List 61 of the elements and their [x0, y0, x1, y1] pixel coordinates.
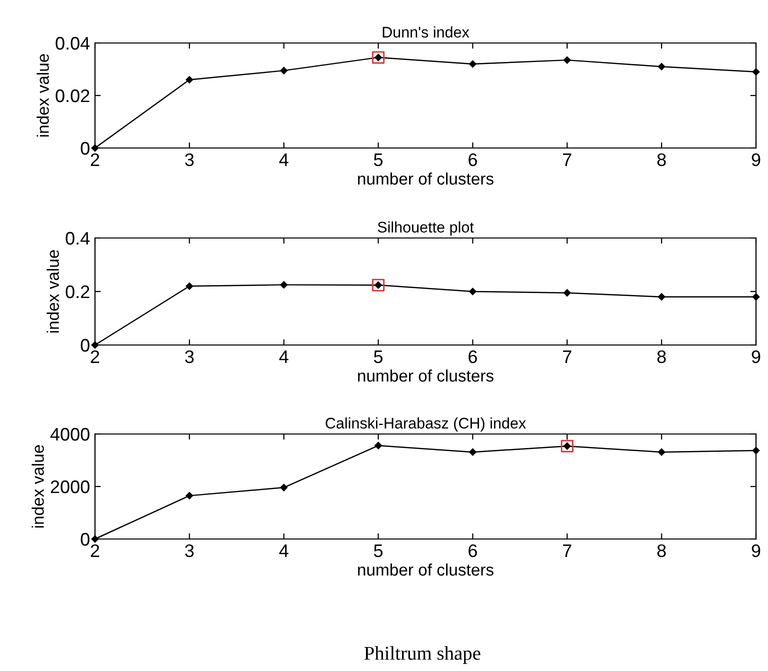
y-tick-label: 0	[80, 338, 90, 352]
x-tick-label: 6	[468, 544, 477, 558]
x-tick-label: 2	[90, 153, 100, 166]
point	[186, 282, 194, 290]
point	[469, 288, 476, 296]
y-tick-label: 0.02	[56, 89, 90, 102]
x-axis-title: number of clusters	[358, 172, 494, 185]
chart-title: Calinski-Harabasz (CH) index	[326, 417, 526, 432]
point	[658, 62, 666, 70]
x-tick-label: 5	[374, 544, 383, 558]
point	[469, 448, 476, 456]
x-tick-label: 9	[752, 544, 760, 558]
y-tick-label: 0	[80, 532, 90, 546]
point	[372, 51, 385, 64]
point	[280, 66, 288, 74]
x-tick-label: 6	[468, 153, 477, 166]
x-tick-label: 6	[468, 350, 477, 364]
point	[469, 60, 476, 68]
y-tick-label: 2000	[50, 480, 90, 494]
x-tick-label: 9	[752, 350, 760, 364]
y-axis-title: index value	[36, 54, 49, 137]
x-tick-label: 2	[90, 544, 100, 557]
point	[186, 76, 194, 84]
point	[372, 278, 385, 292]
point	[658, 293, 666, 300]
point	[186, 492, 194, 500]
x-tick-label: 3	[185, 544, 194, 558]
x-tick-label: 9	[752, 153, 760, 166]
point	[374, 442, 382, 450]
y-tick-label: 0.04	[56, 36, 90, 50]
point	[564, 289, 571, 296]
x-tick-label: 5	[374, 350, 383, 364]
y-tick-label: 0.2	[66, 285, 90, 298]
y-axis-title: index value	[32, 445, 44, 528]
x-tick-label: 7	[563, 350, 572, 363]
chart-title: Silhouette plot	[378, 221, 474, 236]
x-axis-title: number of clusters	[358, 563, 494, 576]
point	[280, 484, 288, 492]
point	[658, 448, 666, 456]
x-tick-label: 5	[374, 154, 383, 166]
text: Philtrum shape	[364, 646, 480, 664]
x-axis-title: number of clusters	[358, 369, 494, 382]
y-axis-title: index value	[46, 250, 59, 333]
y-tick-label: 4000	[50, 428, 90, 441]
x-tick-label: 3	[185, 153, 194, 166]
x-tick-label: 4	[279, 350, 288, 363]
chart-title: Dunn's index	[382, 26, 470, 38]
x-tick-label: 8	[657, 350, 666, 364]
x-tick-label: 8	[657, 153, 666, 166]
point	[560, 440, 574, 452]
x-tick-label: 7	[563, 154, 572, 166]
x-tick-label: 8	[657, 544, 666, 558]
x-tick-label: 4	[279, 544, 288, 557]
y-tick-label: 0.4	[66, 232, 90, 245]
x-tick-label: 3	[185, 350, 194, 364]
x-tick-label: 4	[279, 154, 288, 166]
x-tick-label: 2	[90, 350, 100, 363]
point	[564, 56, 571, 64]
point	[280, 281, 288, 288]
x-tick-label: 7	[563, 544, 572, 557]
y-tick-label: 0	[80, 142, 90, 155]
